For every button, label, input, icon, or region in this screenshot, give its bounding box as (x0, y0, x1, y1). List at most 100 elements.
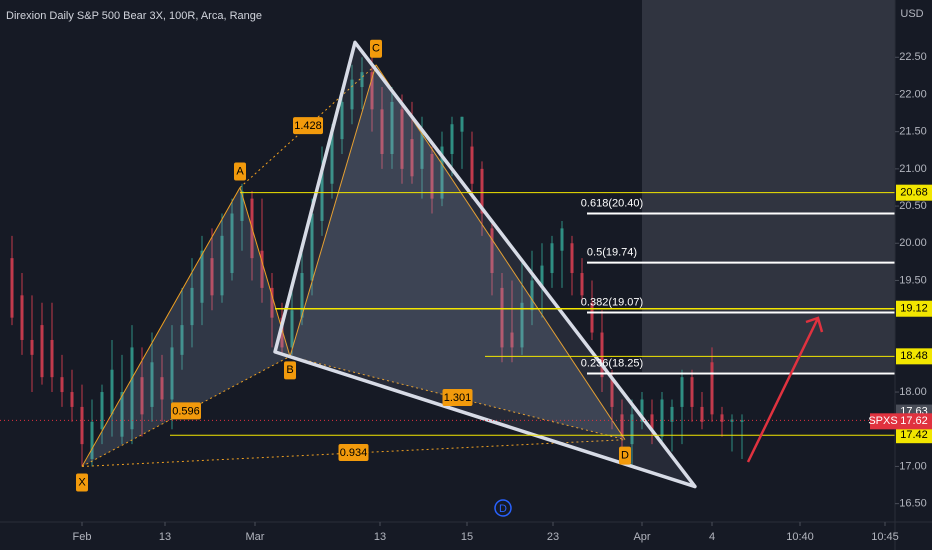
candle-body (700, 406, 704, 422)
candle-body (170, 347, 174, 400)
candle-body (190, 287, 194, 326)
candle-body (280, 317, 284, 348)
candle-body (20, 295, 24, 340)
candle-body (450, 124, 454, 154)
point-tag (619, 446, 631, 465)
candle-body (570, 243, 574, 274)
candle-body (520, 302, 524, 348)
point-label: D (621, 450, 629, 462)
candle-body (360, 72, 364, 88)
candle-body (470, 146, 474, 184)
y-tick-label: 17.00 (899, 460, 927, 472)
candle-body (710, 362, 714, 415)
candle-body (160, 377, 164, 400)
candle-body (180, 325, 184, 355)
candle-body (270, 287, 274, 318)
candle-body (210, 258, 214, 296)
candle-body (400, 109, 404, 169)
candle-body (440, 146, 444, 199)
x-tick-label: Mar (246, 531, 265, 543)
pattern-leg (289, 64, 377, 357)
candle-body (60, 377, 64, 393)
symbol: SPXS (868, 415, 897, 427)
candle-body (70, 392, 74, 407)
candle-body (80, 406, 84, 445)
ratio-tag (293, 117, 323, 135)
candle-body (670, 406, 674, 422)
candle-body (320, 168, 324, 221)
x-tick-label: 13 (159, 531, 171, 543)
candle-body (430, 153, 434, 199)
candle-body (680, 377, 684, 407)
ratio-label: 0.934 (340, 447, 368, 459)
plot-area: 0.618(20.40) 0.5(19.74) 0.382(19.07) 0.236(… (0, 39, 895, 492)
ratio-label: 1.428 (294, 120, 322, 132)
y-tick-label: 21.00 (899, 163, 927, 175)
y-tick-label: 20.50 (899, 200, 927, 212)
candle-body (620, 414, 624, 437)
candle-body (420, 131, 424, 169)
candle-body (300, 273, 304, 318)
candle-body (120, 392, 124, 437)
ratio-tag (442, 388, 473, 406)
point-tag (284, 361, 296, 380)
candle-body (90, 421, 94, 459)
x-tick-label: 23 (547, 531, 559, 543)
x-tick-label: 15 (461, 531, 473, 543)
candle-body (590, 302, 594, 333)
y-tick-label: 21.50 (899, 126, 927, 138)
candle-body (380, 109, 384, 154)
x-tick-label: 4 (709, 531, 715, 543)
level-label: 18.48 (900, 350, 928, 362)
candle-body (290, 310, 294, 348)
y-tick-label: 20.00 (899, 237, 927, 249)
shaded-zone (642, 0, 895, 372)
candle-body (100, 392, 104, 430)
candle-body (310, 213, 314, 281)
candle-body (550, 243, 554, 274)
pattern-fill (290, 64, 625, 440)
point-label: X (78, 476, 86, 488)
candle-body (560, 228, 564, 251)
candle-body (410, 139, 414, 177)
level-tag (896, 184, 932, 201)
level-tag (896, 348, 932, 365)
ratio-tag (338, 444, 369, 462)
candle-body (510, 332, 514, 348)
y-tick-label: 22.00 (899, 88, 927, 100)
candle-body (340, 101, 344, 140)
candle-body (530, 280, 534, 311)
x-tick-label: 13 (374, 531, 386, 543)
candle-body (200, 250, 204, 303)
ratio-label: 1.301 (444, 392, 472, 404)
candle-body (220, 235, 224, 296)
y-tick-label: 19.50 (899, 274, 927, 286)
fib-label: 0.5(19.74) (587, 247, 637, 259)
candle-body (630, 414, 634, 445)
candle-body (30, 339, 34, 355)
candle-body (660, 399, 664, 437)
point-label: A (236, 165, 244, 177)
candle-body (500, 287, 504, 348)
candle-body (10, 258, 14, 318)
chart-title: Direxion Daily S&P 500 Bear 3X, 100R, Ar… (6, 10, 262, 22)
ratio-label: 0.596 (172, 405, 200, 417)
x-tick-label: 10:45 (871, 531, 899, 543)
candle-body (50, 339, 54, 378)
pattern-fill (82, 187, 290, 467)
level-label: 17.42 (900, 429, 928, 441)
y-tick-label: 18.00 (899, 386, 927, 398)
candle-body (690, 377, 694, 407)
candle-body (230, 213, 234, 274)
event-label: D (499, 503, 507, 515)
candle-body (720, 414, 724, 422)
arrow (746, 316, 824, 463)
ratio-tag (171, 402, 201, 420)
x-tick-label: Apr (633, 531, 650, 543)
ratio-line (81, 355, 291, 467)
fib-label: 0.236(18.25) (581, 357, 643, 369)
candle-body (240, 191, 244, 221)
candle-body (40, 325, 44, 378)
triangle (273, 40, 697, 489)
